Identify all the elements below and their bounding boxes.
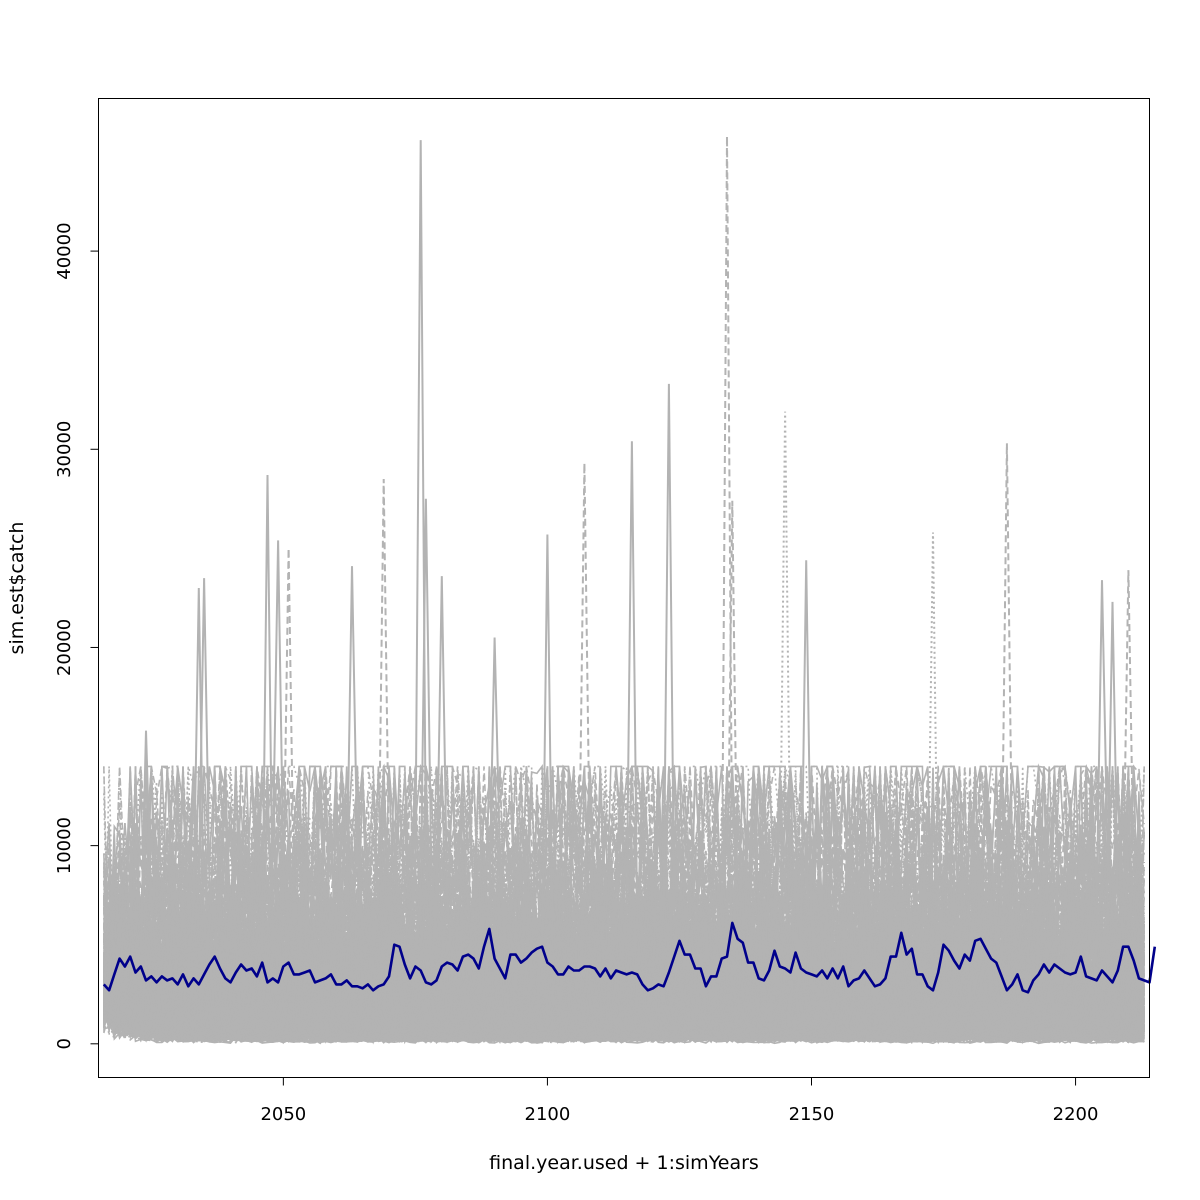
simulation-peak-line xyxy=(187,587,211,975)
simulation-peak-line xyxy=(657,383,681,953)
simulation-peak-line xyxy=(483,637,507,954)
simulation-line xyxy=(103,764,1145,1029)
simulation-peak-line xyxy=(340,566,364,943)
simulation-peak-line xyxy=(277,548,301,943)
simulation-line xyxy=(103,764,1145,975)
simulation-line xyxy=(103,765,1145,967)
y-tick-label: 40000 xyxy=(54,222,75,279)
simulation-line xyxy=(103,988,1145,1042)
y-axis: 0 10000 20000 30000 40000 xyxy=(54,222,99,1050)
simulation-peak-line xyxy=(773,411,797,938)
mean-line xyxy=(102,921,1157,994)
simulation-peak-line xyxy=(192,578,216,941)
x-axis-title: final.year.used + 1:simYears xyxy=(489,1152,759,1174)
simulation-lines-layer xyxy=(103,763,1145,1045)
simulation-peak-line xyxy=(572,463,596,936)
x-tick-label: 2150 xyxy=(789,1104,835,1125)
simulation-peak-line xyxy=(414,498,438,951)
y-tick-label: 10000 xyxy=(54,817,75,874)
simulation-peak-line xyxy=(995,443,1019,950)
y-tick-label: 30000 xyxy=(54,421,75,478)
simulation-peak-line xyxy=(409,140,433,934)
x-axis: 2050 2100 2150 2200 xyxy=(260,1077,1099,1125)
simulation-peak-line xyxy=(535,534,559,978)
mean-line-layer xyxy=(102,921,1157,994)
x-tick-label: 2100 xyxy=(525,1104,571,1125)
simulation-peak-line xyxy=(430,576,454,974)
y-axis-title: sim.est$catch xyxy=(6,522,28,655)
x-tick-label: 2200 xyxy=(1053,1104,1099,1125)
simulation-peak-line xyxy=(255,474,280,978)
x-tick-label: 2050 xyxy=(260,1104,306,1125)
simulation-peak-line xyxy=(1101,601,1125,948)
simulation-line xyxy=(103,936,1145,1035)
simulation-peak-line xyxy=(715,136,739,958)
y-tick-label: 0 xyxy=(54,1038,75,1049)
simulation-peak-line xyxy=(921,532,945,978)
simulation-line xyxy=(103,766,1145,1037)
simulation-peaks-layer xyxy=(134,136,1140,978)
simulation-peak-line xyxy=(720,500,744,965)
simulation-peak-line xyxy=(372,478,396,955)
simulation-line xyxy=(103,764,1145,1027)
simulation-line xyxy=(103,969,1145,1040)
y-tick-label: 20000 xyxy=(54,619,75,676)
simulation-peak-line xyxy=(794,560,818,978)
simulation-line xyxy=(103,982,1145,1044)
simulation-line xyxy=(103,985,1145,1042)
simulation-line xyxy=(103,917,1145,1043)
simulation-line xyxy=(103,766,1145,1018)
simulation-line xyxy=(103,948,1145,1038)
simulation-line xyxy=(103,962,1145,1044)
simulation-peak-line xyxy=(266,540,290,935)
simulation-peak-line xyxy=(134,730,158,970)
simulation-peak-line xyxy=(1116,570,1140,968)
simulation-peak-line xyxy=(620,441,644,966)
